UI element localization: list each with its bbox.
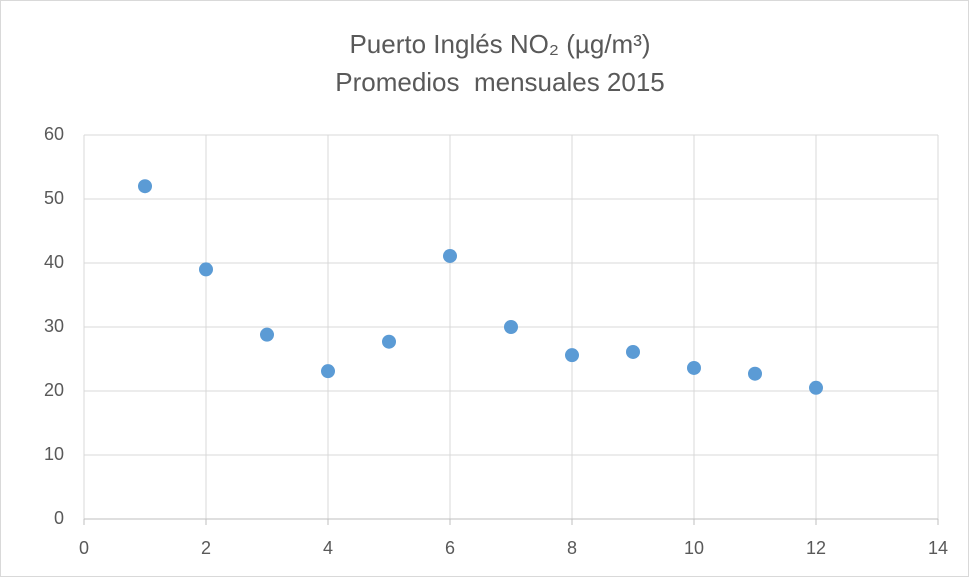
x-tick-label: 12 — [806, 538, 826, 558]
point — [626, 344, 640, 359]
x-tick-label: 0 — [79, 538, 89, 558]
y-tick-label: 50 — [44, 188, 64, 208]
point — [138, 179, 152, 194]
y-tick-label: 40 — [44, 252, 64, 272]
x-tick-label: 10 — [684, 538, 704, 558]
point — [443, 248, 457, 263]
x-tick-label: 2 — [201, 538, 211, 558]
y-tick-label: 10 — [44, 444, 64, 464]
x-tick-label: 4 — [323, 538, 333, 558]
chart-title: Puerto Inglés NO₂ (µg/m³) — [349, 29, 650, 59]
point — [565, 348, 579, 363]
point — [504, 320, 518, 334]
x-tick-label: 14 — [928, 538, 948, 558]
y-tick-label: 20 — [44, 380, 64, 400]
point — [382, 334, 396, 349]
point — [687, 360, 701, 375]
point — [260, 327, 274, 342]
chart-subtitle: Promedios mensuales 2015 — [335, 67, 665, 97]
y-tick-label: 0 — [54, 508, 64, 528]
x-tick-label: 8 — [567, 538, 577, 558]
point — [748, 366, 762, 381]
x-tick-label: 6 — [445, 538, 455, 558]
point — [809, 380, 823, 395]
point — [321, 364, 335, 379]
y-tick-label: 30 — [44, 316, 64, 336]
point — [199, 262, 213, 277]
y-tick-label: 60 — [44, 124, 64, 144]
